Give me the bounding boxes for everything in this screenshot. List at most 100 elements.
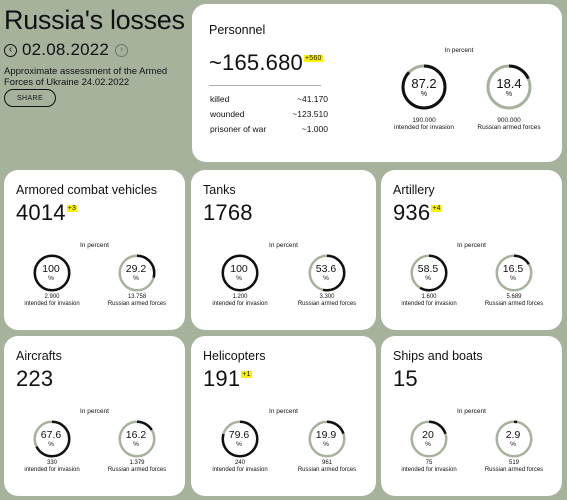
breakdown-row: killed ~41.170 bbox=[210, 94, 328, 109]
card-value: ~165.680 +560 bbox=[209, 50, 323, 76]
in-percent-label: In percent bbox=[457, 408, 486, 415]
percent-ring: 87.2 % 190.000 intended for invasion bbox=[394, 64, 454, 131]
ring-progress-arc bbox=[221, 254, 259, 292]
breakdown-value: ~123.510 bbox=[292, 109, 328, 119]
card-value: 936 +4 bbox=[393, 200, 442, 226]
ring-graphic bbox=[118, 254, 156, 292]
ring-number: 1.600 bbox=[421, 294, 437, 300]
delta-badge: +4 bbox=[431, 205, 442, 212]
ring-caption: 1.379 Russian armed forces bbox=[102, 460, 172, 473]
ring-caption-text: Russian armed forces bbox=[484, 466, 544, 473]
ring-unit: % bbox=[510, 275, 516, 282]
ring-unit: % bbox=[505, 91, 513, 98]
card-value: 191 +1 bbox=[203, 366, 252, 392]
ring-value: 79.6 bbox=[228, 429, 250, 441]
ring-graphic bbox=[401, 64, 447, 110]
helicopters-card: Helicopters 191 +1 In percent 79.6 % 240 i… bbox=[191, 336, 376, 496]
ring-graphic bbox=[118, 420, 156, 458]
in-percent-label: In percent bbox=[80, 408, 109, 415]
breakdown-row: wounded ~123.510 bbox=[210, 109, 328, 124]
ring-number: 1.200 bbox=[232, 294, 248, 300]
ring-progress-arc bbox=[308, 420, 346, 458]
ring-caption-text: Russian armed forces bbox=[484, 300, 544, 307]
ring-progress-arc bbox=[221, 420, 259, 458]
percent-ring: 19.9 % 961 Russian armed forces bbox=[298, 420, 356, 473]
percent-ring: 53.6 % 3.300 Russian armed forces bbox=[298, 254, 356, 307]
percent-ring: 16.2 % 1.379 Russian armed forces bbox=[108, 420, 166, 473]
ring-unit: % bbox=[133, 441, 139, 448]
tanks-card: Tanks 1768 In percent 100 % 1.200 intende… bbox=[191, 170, 376, 330]
personnel-breakdown: killed ~41.170 wounded ~123.510 prisoner o… bbox=[210, 94, 328, 139]
percent-ring: 2.9 % 519 Russian armed forces bbox=[485, 420, 543, 473]
ring-graphic bbox=[410, 420, 448, 458]
ring-caption-text: intended for invasion bbox=[24, 466, 80, 473]
card-title: Aircrafts bbox=[16, 349, 62, 363]
ring-unit: % bbox=[425, 275, 431, 282]
breakdown-label: wounded bbox=[210, 109, 245, 119]
ring-progress-arc bbox=[308, 254, 346, 292]
breakdown-value: ~1.000 bbox=[301, 124, 328, 134]
percent-ring: 18.4 % 900.000 Russian armed forces bbox=[477, 64, 541, 131]
delta-badge: +560 bbox=[303, 55, 323, 62]
ring-unit: % bbox=[420, 91, 428, 98]
card-value-number: 936 bbox=[393, 200, 431, 225]
ring-unit: % bbox=[236, 275, 242, 282]
ring-progress-arc bbox=[401, 64, 447, 110]
ring-caption: 961 Russian armed forces bbox=[292, 460, 362, 473]
ring-number: 2.900 bbox=[44, 294, 60, 300]
ring-graphic bbox=[495, 254, 533, 292]
ring-graphic bbox=[221, 254, 259, 292]
ring-caption-text: intended for invasion bbox=[401, 466, 457, 473]
card-value: 223 bbox=[16, 366, 53, 392]
ring-value: 100 bbox=[42, 263, 60, 275]
ring-caption: 240 intended for invasion bbox=[205, 460, 275, 473]
in-percent-label: In percent bbox=[80, 242, 109, 249]
percent-ring: 16.5 % 5.689 Russian armed forces bbox=[485, 254, 543, 307]
card-title: Personnel bbox=[209, 23, 266, 37]
ring-graphic bbox=[33, 254, 71, 292]
ring-unit: % bbox=[133, 275, 139, 282]
ring-caption-text: Russian armed forces bbox=[477, 124, 541, 131]
card-title: Helicopters bbox=[203, 349, 266, 363]
ring-number: 13.758 bbox=[127, 294, 147, 300]
percent-ring: 58.5 % 1.600 intended for invasion bbox=[401, 254, 457, 307]
ring-number: 519 bbox=[508, 460, 519, 466]
in-percent-label: In percent bbox=[457, 242, 486, 249]
ring-caption: 3.300 Russian armed forces bbox=[292, 294, 362, 307]
ring-progress-arc bbox=[495, 254, 533, 292]
card-value: 1768 bbox=[203, 200, 253, 226]
ring-progress-arc bbox=[486, 64, 532, 110]
ring-unit: % bbox=[323, 275, 329, 282]
share-button[interactable]: SHARE bbox=[4, 89, 56, 107]
ring-unit: % bbox=[425, 441, 431, 448]
ring-caption-text: intended for invasion bbox=[394, 124, 454, 131]
delta-badge: +1 bbox=[241, 371, 252, 378]
ring-progress-arc bbox=[118, 254, 156, 292]
card-value: 15 bbox=[393, 366, 418, 392]
personnel-card: Personnel ~165.680 +560 killed ~41.170 wou… bbox=[192, 4, 562, 162]
chevron-right-icon[interactable]: › bbox=[115, 43, 129, 57]
percent-ring: 100 % 1.200 intended for invasion bbox=[212, 254, 268, 307]
card-value: 4014 +3 bbox=[16, 200, 78, 226]
ring-caption-text: Russian armed forces bbox=[297, 300, 357, 307]
percent-ring: 29.2 % 13.758 Russian armed forces bbox=[108, 254, 166, 307]
armored-combat-vehicles-card: Armored combat vehicles 4014 +3 In percen… bbox=[4, 170, 185, 330]
page-header: Russia's losses ‹ 02.08.2022 › Approxima… bbox=[4, 4, 190, 107]
ring-number: 330 bbox=[46, 460, 57, 466]
ring-progress-arc bbox=[33, 254, 71, 292]
ring-progress-arc bbox=[410, 254, 448, 292]
ring-caption-text: intended for invasion bbox=[212, 300, 268, 307]
card-value-number: 4014 bbox=[16, 200, 66, 225]
breakdown-label: prisoner of war bbox=[210, 124, 267, 134]
ring-value: 87.2 bbox=[411, 76, 437, 91]
in-percent-label: In percent bbox=[444, 47, 474, 54]
ring-caption: 5.689 Russian armed forces bbox=[479, 294, 549, 307]
ring-unit: % bbox=[510, 441, 516, 448]
ring-caption: 519 Russian armed forces bbox=[479, 460, 549, 473]
ring-unit: % bbox=[236, 441, 242, 448]
chevron-left-icon[interactable]: ‹ bbox=[4, 43, 17, 57]
percent-ring: 20 % 75 intended for invasion bbox=[401, 420, 457, 473]
ring-caption: 900.000 Russian armed forces bbox=[471, 117, 547, 131]
ring-number: 75 bbox=[425, 460, 433, 466]
in-percent-label: In percent bbox=[269, 408, 298, 415]
